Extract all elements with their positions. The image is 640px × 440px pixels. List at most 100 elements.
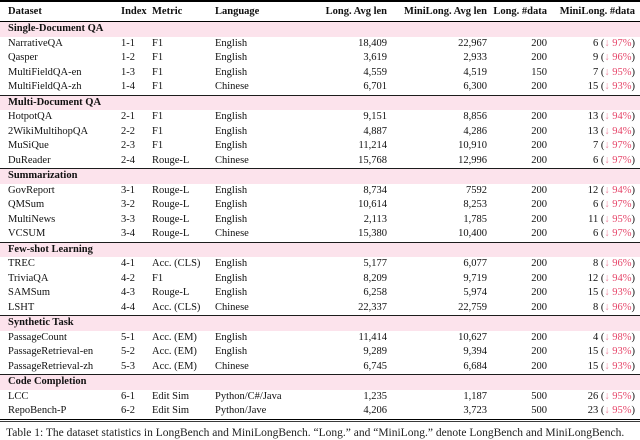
table-row: PassageRetrieval-zh 5-3 Acc. (EM) Chinese 6,…	[0, 360, 640, 375]
minilong-count: 15 (	[587, 360, 605, 372]
cell-minilong-avg-len: 1,187	[463, 390, 487, 402]
cell-long-data: 200	[531, 287, 547, 298]
drop-percentage: 95%	[612, 390, 632, 402]
table-row: GovReport 3-1 Rouge-L English 8,734 7592 200 12…	[0, 184, 640, 199]
section-title: Few-shot Learning	[0, 241, 640, 257]
cell-long-data: 500	[531, 405, 547, 416]
table-row: Qasper 1-2 F1 English 3,619 2,933 200 9 (↓ 96%)	[0, 51, 640, 66]
cell-long-avg-len: 6,701	[363, 81, 387, 92]
drop-down-arrow-icon: ↓	[604, 52, 613, 63]
cell-minilong-data: 6 (↓ 97%)	[550, 227, 640, 242]
close-paren: )	[631, 184, 636, 196]
cell-long-avg-len: 4,559	[363, 66, 387, 78]
minilong-count: 12 (	[587, 184, 605, 196]
drop-down-arrow-icon: ↓	[604, 360, 613, 372]
table-row: PassageCount 5-1 Acc. (EM) English 11,414 10,…	[0, 331, 640, 346]
cell-dataset: MuSiQue	[8, 140, 49, 151]
close-paren: )	[631, 228, 636, 239]
cell-dataset: RepoBench-P	[8, 405, 67, 416]
cell-language: Chinese	[215, 154, 249, 166]
cell-minilong-data: 15 (↓ 93%)	[550, 286, 640, 301]
cell-language: Chinese	[215, 360, 249, 372]
cell-long-data: 200	[531, 199, 547, 210]
drop-down-arrow-icon: ↓	[604, 301, 613, 313]
cell-dataset: NarrativeQA	[8, 37, 63, 49]
cell-language: English	[215, 140, 248, 151]
cell-long-data: 200	[531, 52, 547, 63]
close-paren: )	[631, 213, 636, 225]
cell-language: English	[215, 287, 248, 298]
cell-metric: Rouge-L	[152, 199, 190, 210]
drop-down-arrow-icon: ↓	[604, 405, 613, 416]
table-row: TREC 4-1 Acc. (CLS) English 5,177 6,077 200 8 (…	[0, 257, 640, 272]
drop-percentage: 94%	[612, 184, 632, 196]
minilong-count: 23 (	[587, 405, 605, 416]
cell-long-avg-len: 10,614	[358, 199, 387, 210]
cell-index: 2-1	[121, 111, 135, 122]
cell-minilong-avg-len: 8,856	[463, 111, 487, 122]
drop-percentage: 95%	[612, 66, 632, 78]
table-caption: Table 1: The dataset statistics in LongB…	[6, 427, 625, 439]
cell-metric: Acc. (CLS)	[152, 258, 201, 269]
cell-metric: F1	[152, 66, 164, 78]
minilong-count: 4 (	[593, 331, 605, 343]
minilong-count: 15 (	[587, 346, 605, 357]
cell-long-data: 200	[531, 331, 547, 343]
cell-index: 1-1	[121, 37, 135, 49]
drop-down-arrow-icon: ↓	[604, 213, 613, 225]
cell-language: English	[215, 37, 248, 49]
section-header-row: Summarization	[0, 168, 640, 184]
cell-metric: Rouge-L	[152, 228, 190, 239]
cell-metric: F1	[152, 81, 164, 92]
cell-metric: F1	[152, 37, 164, 49]
cell-language: English	[215, 184, 248, 196]
drop-percentage: 97%	[612, 228, 632, 239]
col-header-language: Language	[212, 1, 295, 22]
table-row: 2WikiMultihopQA 2-2 F1 English 4,887 4,286 200…	[0, 125, 640, 140]
minilong-count: 6 (	[593, 37, 605, 49]
close-paren: )	[631, 301, 636, 313]
table-row: SAMSum 4-3 Rouge-L English 6,258 5,974 200 15 (…	[0, 286, 640, 301]
minilong-count: 9 (	[593, 52, 605, 63]
cell-minilong-data: 9 (↓ 96%)	[550, 51, 640, 66]
drop-percentage: 95%	[612, 405, 632, 416]
table-row: DuReader 2-4 Rouge-L Chinese 15,768 12,996 200…	[0, 154, 640, 169]
cell-minilong-avg-len: 6,684	[463, 360, 487, 372]
cell-metric: F1	[152, 52, 164, 63]
cell-language: English	[215, 272, 248, 284]
cell-minilong-data: 13 (↓ 94%)	[550, 110, 640, 125]
cell-metric: Rouge-L	[152, 213, 190, 225]
cell-long-data: 200	[531, 111, 547, 122]
table-row: HotpotQA 2-1 F1 English 9,151 8,856 200 13 (↓ 9…	[0, 110, 640, 125]
cell-long-data: 200	[531, 140, 547, 151]
close-paren: )	[631, 111, 636, 122]
cell-minilong-avg-len: 1,785	[463, 213, 487, 225]
cell-minilong-avg-len: 4,286	[463, 125, 487, 137]
minilong-count: 12 (	[587, 272, 605, 284]
drop-percentage: 95%	[612, 213, 632, 225]
cell-minilong-avg-len: 22,967	[458, 37, 487, 49]
drop-percentage: 93%	[612, 346, 632, 357]
cell-minilong-data: 7 (↓ 97%)	[550, 139, 640, 154]
cell-long-data: 200	[531, 346, 547, 357]
drop-down-arrow-icon: ↓	[604, 390, 613, 402]
close-paren: )	[631, 140, 636, 151]
col-header-long-data: Long. #data	[490, 1, 550, 22]
cell-minilong-avg-len: 3,723	[463, 405, 487, 416]
table-row: MultiFieldQA-zh 1-4 F1 Chinese 6,701 6,300 200…	[0, 80, 640, 95]
cell-metric: F1	[152, 111, 164, 122]
table-row: LSHT 4-4 Acc. (CLS) Chinese 22,337 22,759 200 8…	[0, 301, 640, 316]
drop-percentage: 94%	[612, 272, 632, 284]
cell-long-avg-len: 4,206	[363, 405, 387, 416]
cell-minilong-data: 13 (↓ 94%)	[550, 125, 640, 140]
cell-minilong-data: 15 (↓ 93%)	[550, 80, 640, 95]
drop-down-arrow-icon: ↓	[604, 125, 613, 137]
dataset-statistics-table: Dataset Index Metric Language Long. Avg …	[0, 0, 640, 420]
cell-minilong-data: 4 (↓ 98%)	[550, 331, 640, 346]
cell-metric: Rouge-L	[152, 154, 190, 166]
cell-dataset: PassageCount	[8, 331, 67, 343]
close-paren: )	[631, 154, 636, 166]
cell-minilong-avg-len: 5,974	[463, 287, 487, 298]
cell-minilong-data: 7 (↓ 95%)	[550, 66, 640, 81]
close-paren: )	[631, 37, 636, 49]
